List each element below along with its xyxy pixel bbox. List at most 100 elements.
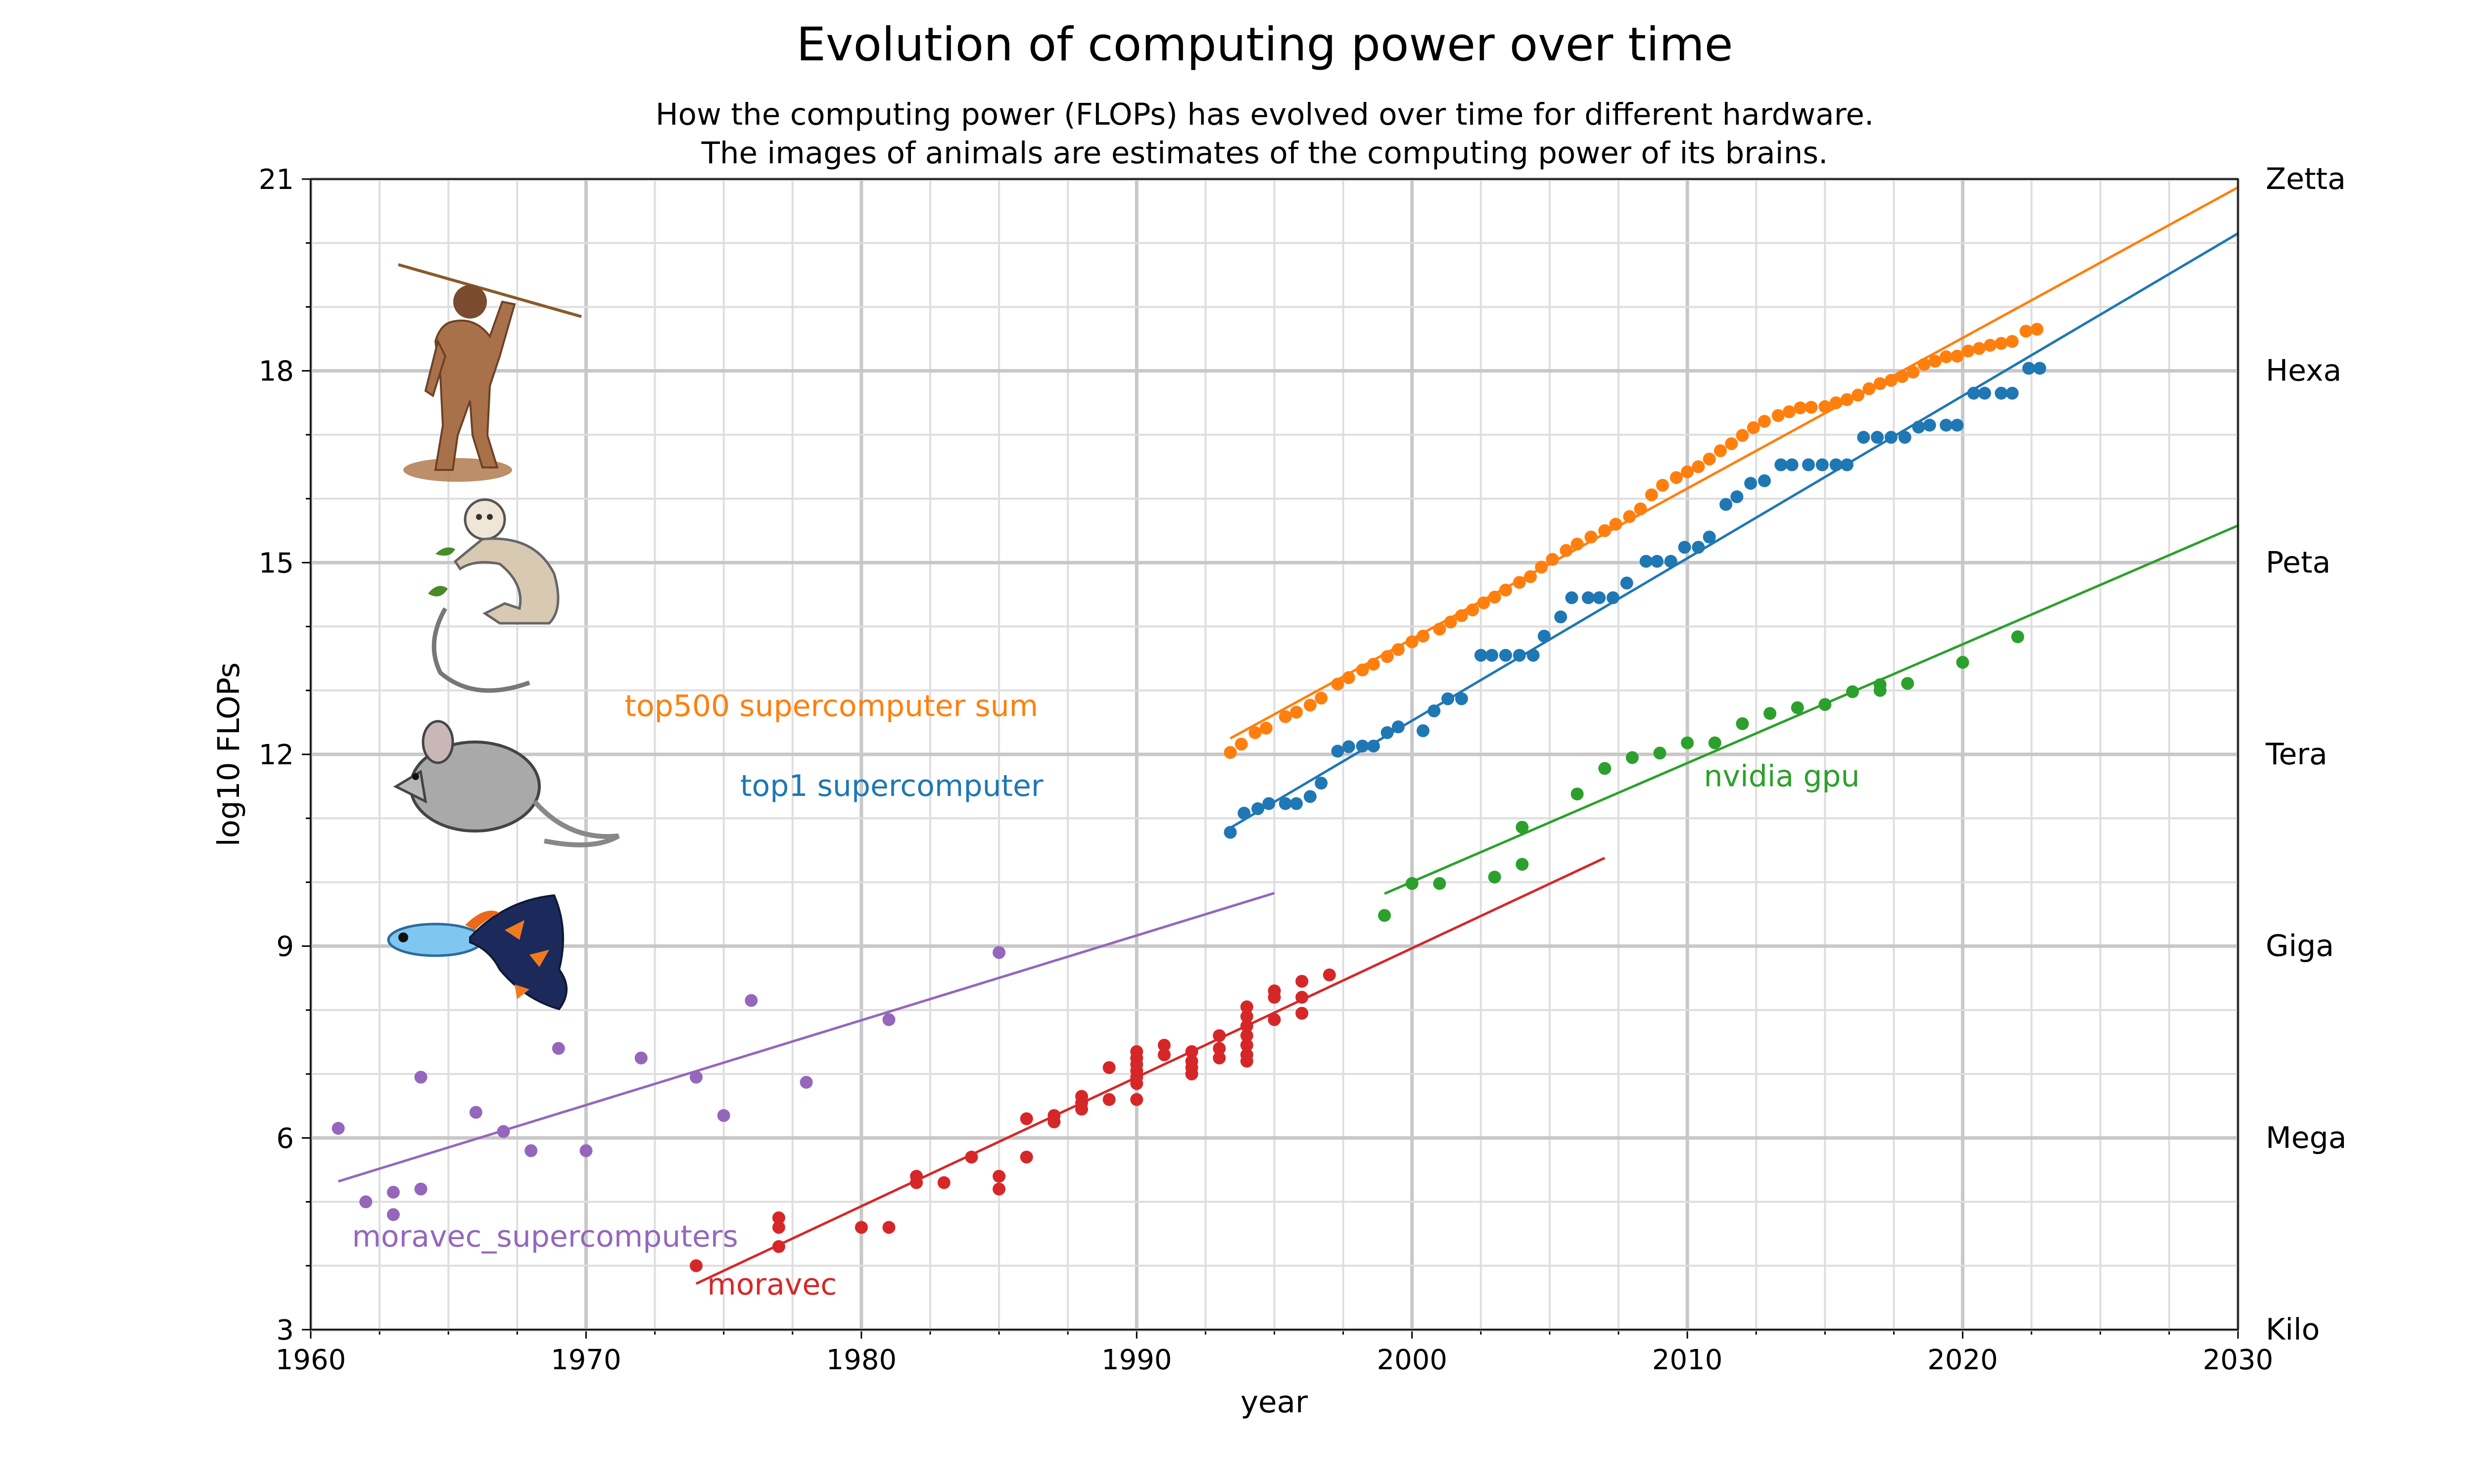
- animal-images: [387, 263, 620, 1011]
- data-point: [359, 1195, 373, 1208]
- data-point: [1678, 541, 1691, 554]
- data-point: [1928, 355, 1942, 368]
- data-point: [1785, 458, 1799, 471]
- data-point: [1367, 740, 1380, 753]
- data-point: [1609, 517, 1622, 531]
- data-point: [1896, 370, 1909, 383]
- data-point: [1898, 431, 1911, 444]
- x-tick-label: 2030: [2203, 1344, 2274, 1376]
- data-point: [1240, 1029, 1253, 1042]
- series-moravec-supercomputers: [332, 892, 1275, 1221]
- data-point: [965, 1151, 978, 1164]
- data-point: [1224, 746, 1237, 759]
- data-point: [1537, 629, 1551, 643]
- data-point: [1846, 685, 1859, 698]
- data-point: [1240, 1038, 1253, 1052]
- data-point: [1984, 338, 1997, 352]
- data-point: [1075, 1090, 1088, 1103]
- data-point: [1279, 710, 1292, 723]
- data-point: [1645, 488, 1658, 502]
- data-point: [1268, 1013, 1281, 1026]
- data-point: [1157, 1048, 1171, 1062]
- data-point: [1295, 991, 1309, 1004]
- data-point: [1783, 405, 1796, 418]
- chart-subtitle-line-1: How the computing power (FLOPs) has evol…: [656, 97, 1874, 132]
- data-point: [1433, 622, 1446, 636]
- data-point: [1923, 418, 1936, 432]
- data-point: [1852, 388, 1865, 402]
- x-tick-label: 2020: [1927, 1344, 1998, 1376]
- data-point: [1020, 1151, 1033, 1164]
- data-point: [1248, 726, 1262, 740]
- data-point: [1455, 692, 1468, 705]
- data-point: [800, 1075, 813, 1089]
- data-point: [1623, 510, 1636, 523]
- data-point: [1951, 349, 1964, 363]
- data-point: [1940, 350, 1953, 364]
- data-point: [1488, 871, 1501, 884]
- data-point: [1185, 1055, 1198, 1068]
- series-label: moravec: [707, 1267, 837, 1302]
- series-nvidia-gpu: [1378, 524, 2238, 922]
- x-tick-label: 1980: [826, 1344, 897, 1376]
- data-point: [332, 1121, 345, 1135]
- data-point: [1951, 418, 1964, 432]
- data-point: [1620, 576, 1633, 590]
- data-point: [1516, 821, 1529, 834]
- data-point: [993, 1182, 1006, 1196]
- series-top1-supercomputer: [1224, 232, 2238, 839]
- data-point: [1912, 420, 1925, 434]
- data-point: [1259, 722, 1273, 735]
- x-axis-title: year: [1240, 1385, 1308, 1420]
- data-point: [1692, 460, 1705, 473]
- data-point: [1736, 717, 1749, 730]
- data-point: [1427, 704, 1441, 718]
- data-point: [1213, 1029, 1226, 1042]
- data-point: [1747, 421, 1760, 434]
- data-point: [772, 1211, 785, 1224]
- data-point: [1681, 736, 1694, 749]
- data-point: [993, 1169, 1006, 1183]
- x-tick-label: 1970: [551, 1344, 621, 1376]
- data-point: [1598, 524, 1612, 537]
- y-tick-label: 18: [259, 356, 294, 388]
- data-point: [1102, 1093, 1116, 1106]
- data-point: [1763, 707, 1777, 720]
- data-point: [1020, 1112, 1033, 1125]
- data-point: [1342, 740, 1355, 753]
- data-point: [1554, 610, 1568, 624]
- data-point: [1940, 418, 1953, 432]
- data-point: [1840, 458, 1854, 471]
- series-label: top500 supercomputer sum: [624, 689, 1038, 723]
- data-point: [1805, 401, 1818, 414]
- x-tick-label: 1960: [276, 1344, 346, 1376]
- data-point: [1331, 677, 1344, 691]
- chart-title: Evolution of computing power over time: [796, 18, 1733, 72]
- data-point: [1516, 858, 1529, 871]
- data-point: [1356, 663, 1369, 677]
- data-point: [993, 946, 1006, 959]
- data-point: [1295, 1007, 1309, 1020]
- data-point: [1546, 553, 1559, 566]
- data-point: [717, 1109, 730, 1122]
- data-point: [1736, 429, 1749, 442]
- data-point: [1606, 591, 1619, 604]
- data-point: [1873, 377, 1887, 390]
- data-point: [1681, 465, 1694, 478]
- data-point: [1656, 478, 1669, 492]
- human-icon: [398, 263, 582, 482]
- data-point: [1499, 649, 1512, 662]
- data-point: [1380, 650, 1394, 663]
- data-point: [1466, 603, 1479, 616]
- data-point: [1653, 746, 1666, 760]
- data-point: [1829, 458, 1843, 471]
- data-point: [1794, 401, 1807, 415]
- data-point: [1391, 720, 1405, 734]
- data-point: [1581, 591, 1595, 604]
- data-point: [1840, 393, 1854, 406]
- data-point: [1818, 698, 1832, 711]
- y-tick-label: 6: [276, 1122, 294, 1155]
- data-point: [1240, 1020, 1253, 1033]
- right-unit-label: Tera: [2265, 737, 2328, 772]
- data-point: [937, 1176, 951, 1189]
